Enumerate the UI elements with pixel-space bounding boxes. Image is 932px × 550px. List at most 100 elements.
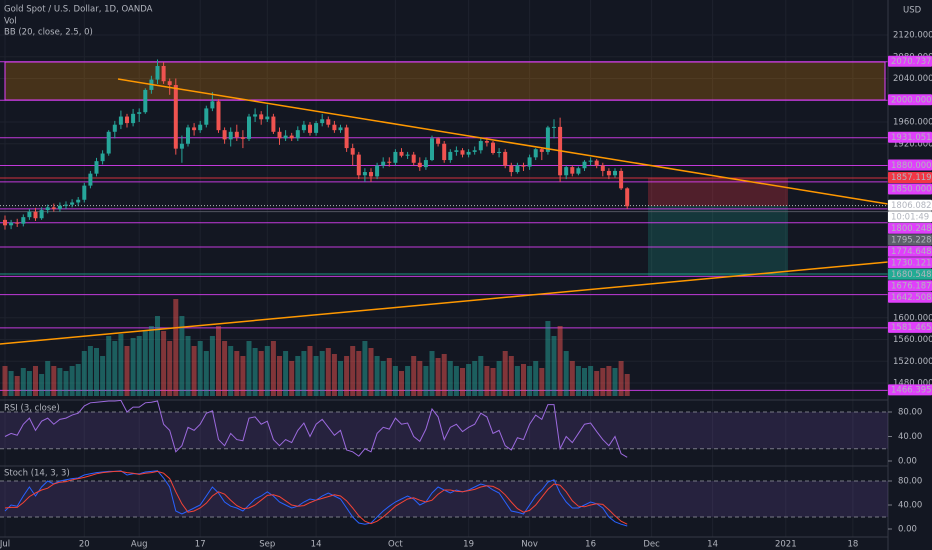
candle-body (277, 131, 282, 139)
candle-body (405, 154, 410, 156)
candle-body (472, 150, 477, 152)
candle-body (491, 142, 495, 153)
stoch-title: Stoch (14, 3, 3) (4, 469, 70, 479)
currency: USD (903, 6, 922, 16)
candle-body (88, 173, 93, 186)
volume-bar (179, 316, 185, 396)
volume-bar (569, 361, 575, 396)
volume-bar (283, 351, 289, 396)
price-tag-label: 1730.121 (891, 258, 932, 268)
candle-body (344, 127, 349, 149)
candle-body (545, 127, 550, 152)
volume-bar (252, 348, 258, 396)
candle-body (600, 165, 605, 171)
volume-bar (161, 331, 167, 396)
candle-body (125, 116, 129, 124)
y-tick-label: 1560.000 (893, 335, 932, 345)
price-tag (888, 199, 932, 211)
volume-bar (100, 356, 106, 396)
candle-body (552, 126, 556, 128)
volume-bar (270, 341, 276, 396)
candle-body (234, 131, 239, 138)
supply-zone (4, 61, 886, 101)
volume-title: Vol (4, 17, 17, 27)
candle-body (57, 205, 62, 209)
stop-zone (648, 178, 788, 206)
candle-body (430, 138, 434, 161)
candle-body (588, 160, 593, 162)
candle-body (259, 114, 264, 120)
candle-body (478, 141, 483, 151)
volume-bar (313, 356, 319, 396)
price-tag-label: 1931.051 (891, 133, 932, 143)
price-tags: 2070.737 2000.000 1931.051 1880.000 1857.119… (888, 55, 932, 396)
volume-bar (392, 366, 398, 396)
price-tag (888, 94, 932, 106)
levels (0, 61, 888, 391)
x-tick-label: 14 (311, 540, 322, 550)
price-tag-label: 2070.737 (891, 57, 932, 67)
candle-body (179, 143, 184, 149)
x-tick-label: 18 (847, 540, 858, 550)
indicator-panes: 80.00 40.00 0.00 80.00 40.00 0.00 (0, 399, 922, 535)
x-tick-label: Jul (0, 540, 10, 550)
candle-body (64, 204, 68, 206)
candle-body (9, 222, 14, 226)
volume-bar (624, 374, 630, 396)
volume-bar (33, 366, 38, 396)
volume-bar (26, 371, 32, 396)
volume-bar (185, 336, 191, 396)
volume-bar (136, 336, 142, 396)
volume-bar (325, 348, 331, 396)
candle-body (393, 151, 398, 163)
volume-bar (496, 361, 502, 396)
volume-bar (258, 351, 264, 396)
volume-bar (2, 366, 8, 396)
price-tag (888, 268, 932, 280)
volume-bar (490, 368, 496, 396)
candle-body (362, 172, 367, 176)
x-tick-label: 2021 (775, 540, 797, 550)
candle-body (375, 165, 380, 177)
x-tick-label: 16 (585, 540, 596, 550)
candle-body (570, 167, 575, 174)
candle-body (387, 161, 392, 163)
candle-body (625, 188, 630, 207)
volume-bar (191, 346, 197, 396)
volume-bar (350, 346, 356, 396)
volume-bar (51, 366, 57, 396)
candle-body (186, 127, 190, 144)
candle-body (326, 119, 331, 125)
volume-bar (618, 361, 624, 396)
candle-body (112, 124, 117, 132)
band (0, 481, 888, 517)
candle-body (332, 124, 337, 131)
volume-bar (331, 354, 337, 396)
price-tag (888, 245, 932, 257)
volume-bar (319, 351, 325, 396)
x-tick-label: Nov (521, 540, 538, 550)
volume-bar (484, 366, 490, 396)
trend-line (117, 78, 889, 205)
candle-body (466, 151, 471, 155)
volume-bar (380, 361, 386, 396)
y-tick-label: 0.00 (898, 525, 917, 535)
volume-bar (234, 351, 240, 396)
candle-body (21, 217, 26, 224)
volume-bar (295, 356, 301, 396)
candle-body (173, 85, 178, 149)
y-tick-label: 2120.000 (893, 31, 932, 41)
price-tag (888, 159, 932, 171)
volume-bar (69, 366, 75, 396)
candle-body (497, 151, 502, 153)
candle-body (76, 199, 81, 203)
price-tag-label: 1800.248 (891, 224, 932, 234)
candle-body (338, 127, 343, 131)
candle-body (295, 130, 300, 139)
y-tick-label: 1520.000 (893, 357, 932, 367)
x-tick-label: Sep (259, 540, 275, 550)
volume-bar (521, 364, 526, 396)
trend-line (0, 261, 889, 345)
price-tag-label: 1676.187 (891, 281, 932, 291)
candle-body (619, 170, 624, 189)
